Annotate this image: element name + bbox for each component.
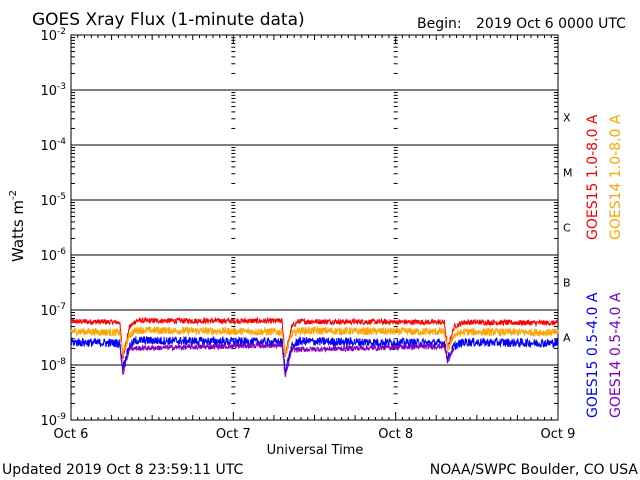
plot-area [70, 34, 559, 421]
flare-class-x: X [563, 112, 571, 125]
x-tick-label-3: Oct 9 [541, 427, 576, 442]
begin-label: Begin: [417, 16, 462, 32]
legend-entry-1: GOES14 1.0-8.0 A [608, 114, 624, 240]
flare-class-b: B [563, 277, 571, 290]
flare-class-c: C [563, 222, 571, 235]
series-line-2 [70, 335, 559, 374]
x-tick-label-2: Oct 8 [378, 427, 413, 442]
y-tick-label-6: 10-8 [40, 357, 66, 374]
y-tick-label-5: 10-7 [40, 302, 66, 319]
series-line-3 [119, 340, 455, 378]
legend-entry-3: GOES14 0.5-4.0 A [608, 292, 624, 418]
x-tick-label-0: Oct 6 [54, 427, 89, 442]
y-axis-label-exponent: -2 [8, 190, 19, 200]
legend: GOES15 1.0-8.0 A GOES14 1.0-8.0 A GOES15 0… [585, 114, 624, 418]
begin-value: 2019 Oct 6 0000 UTC [476, 16, 626, 32]
chart-title: GOES Xray Flux (1-minute data) [32, 10, 305, 30]
y-tick-label-7: 10-9 [40, 412, 66, 429]
y-tick-label-4: 10-6 [40, 247, 66, 264]
legend-entry-0: GOES15 1.0-8.0 A [585, 114, 601, 240]
x-axis-label: Universal Time [267, 443, 364, 458]
legend-entry-2: GOES15 0.5-4.0 A [585, 292, 601, 418]
y-tick-label-1: 10-3 [40, 82, 66, 99]
grid-lines [71, 89, 558, 366]
y-tick-labels: 10-2 10-3 10-4 10-5 10-6 10-7 10-8 10-9 [40, 27, 66, 429]
series-line-0 [70, 316, 559, 360]
minor-ticks [70, 35, 559, 421]
flare-class-a: A [563, 332, 571, 345]
y-tick-label-0: 10-2 [40, 27, 66, 44]
footer-credit: NOAA/SWPC Boulder, CO USA [430, 462, 639, 478]
x-tick-labels: Oct 6 Oct 7 Oct 8 Oct 9 [54, 427, 576, 442]
y-tick-label-3: 10-5 [40, 192, 66, 209]
series-line-1 [70, 325, 559, 357]
footer-updated: Updated 2019 Oct 8 23:59:11 UTC [2, 462, 243, 478]
y-tick-label-2: 10-4 [40, 137, 66, 154]
y-axis-label: Watts m-2 [8, 190, 27, 262]
series-layer [70, 316, 559, 378]
flare-class-labels: X M C B A [563, 112, 573, 345]
flare-class-m: M [563, 167, 573, 180]
x-tick-label-1: Oct 7 [216, 427, 251, 442]
